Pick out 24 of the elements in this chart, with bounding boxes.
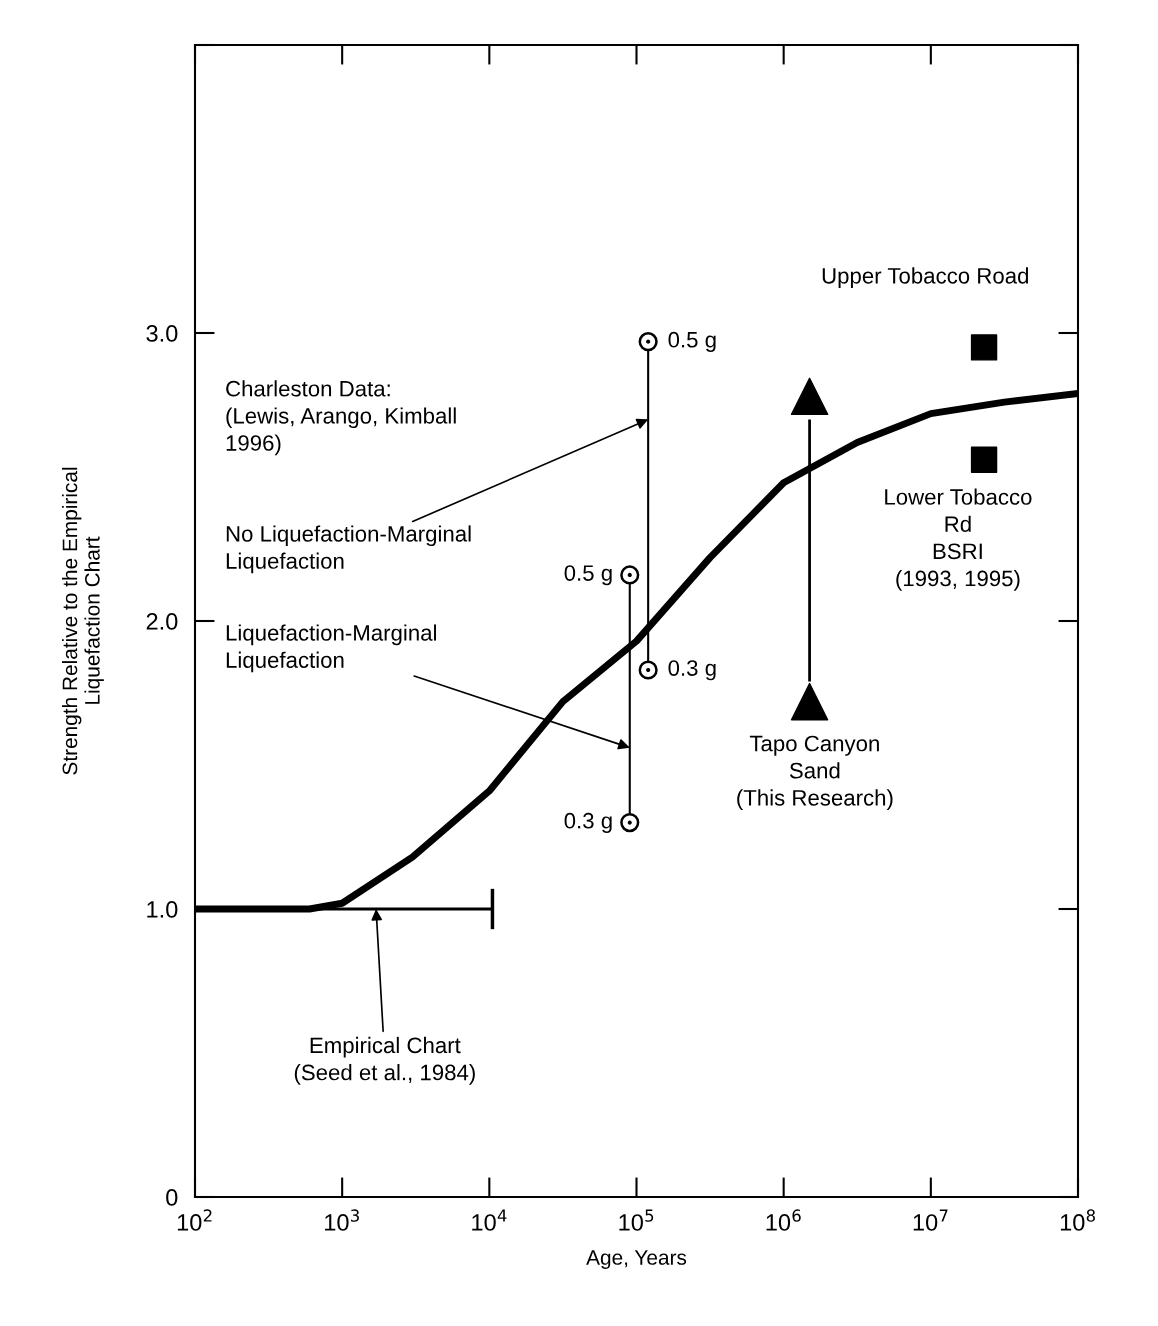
annotation: Upper Tobacco Road <box>822 267 1028 289</box>
annotation: 0.3 g <box>564 812 612 833</box>
y-tick-label: 2.0 <box>146 613 178 630</box>
annotation: Lower Tobacco Rd BSRI (1993, 1995) <box>885 488 1032 591</box>
y-tick-label: 3.0 <box>146 325 178 342</box>
x-tick-label: 10$^{2}$ <box>177 1209 212 1231</box>
x-axis-title: Age, Years <box>586 1250 687 1269</box>
x-tick-label: 10$^{4}$ <box>472 1209 507 1231</box>
x-tick-label: 10$^{5}$ <box>619 1209 654 1231</box>
annotation: Tapo Canyon Sand (This Research) <box>737 735 893 811</box>
y-tick-label: 0 <box>166 1189 178 1206</box>
y-tick-label: 1.0 <box>147 901 178 918</box>
annotation: 0.3 g <box>668 660 716 681</box>
annotation: 0.5 g <box>668 331 716 352</box>
x-tick-label: 10$^{6}$ <box>766 1209 801 1231</box>
x-tick-label: 10$^{3}$ <box>325 1209 359 1231</box>
annotation: 0.5 g <box>564 565 612 586</box>
annotation: Empirical Chart (Seed et al., 1984) <box>294 1036 475 1085</box>
y-axis-title: Strength Relative to the Empirical Liquefaction Chart <box>61 467 104 775</box>
x-tick-label: 10$^{7}$ <box>913 1209 948 1231</box>
annotation: Charleston Data: (Lewis, Arango, Kimball 1996) <box>226 380 456 456</box>
annotation: No Liquefaction-Marginal Liquefaction <box>226 525 471 574</box>
x-tick-label: 10$^{8}$ <box>1060 1209 1095 1231</box>
annotation: Liquefaction-Marginal Liquefaction <box>226 624 436 673</box>
